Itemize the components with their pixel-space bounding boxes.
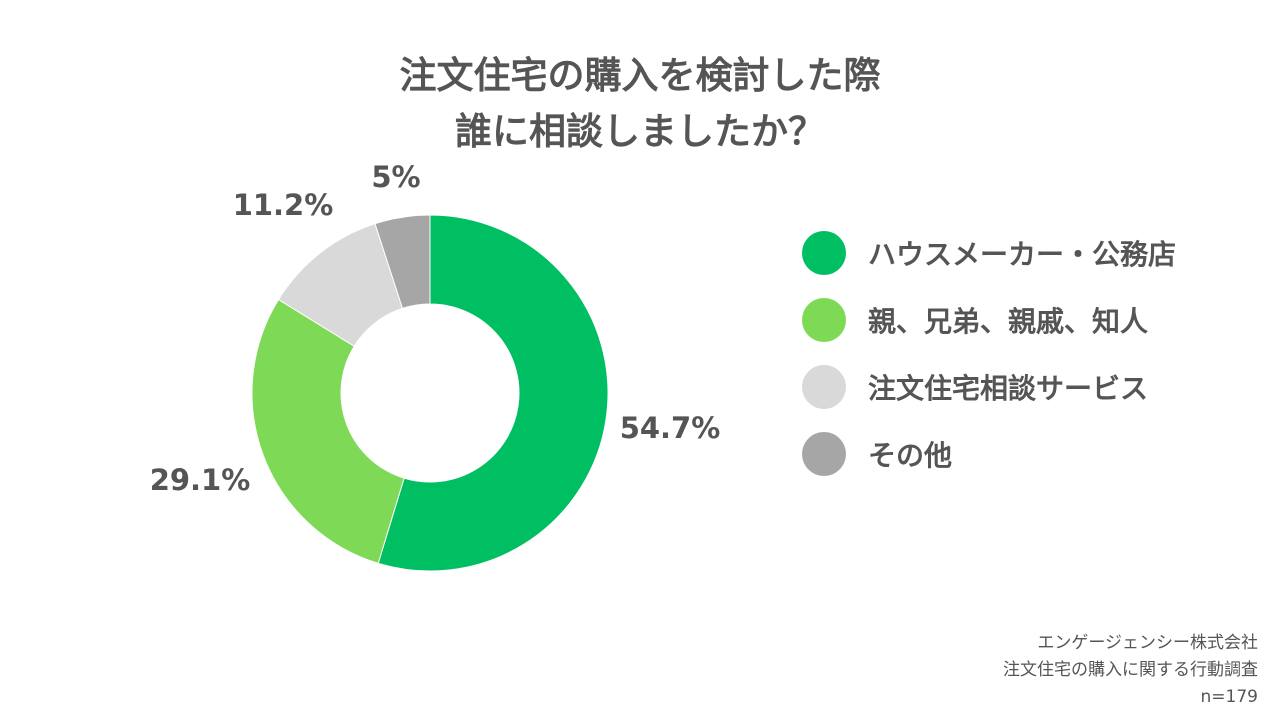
legend-item-house-maker: ハウスメーカー・公務店	[802, 230, 1176, 276]
chart-title-line-1: 注文住宅の購入を検討した際	[399, 54, 881, 97]
slice-other	[374, 214, 431, 309]
value-label-house-maker: 54.7%	[620, 411, 721, 445]
chart-title-line-2: 誰に相談しましたか？	[455, 110, 825, 153]
slice-house-maker	[377, 214, 609, 572]
chart-title: 注文住宅の購入を検討した際 誰に相談しましたか？	[0, 48, 1280, 160]
legend-swatch	[802, 365, 846, 409]
legend-item-family: 親、兄弟、親戚、知人	[802, 297, 1176, 343]
source-survey: 注文住宅の購入に関する行動調査	[1003, 660, 1258, 680]
legend-label: 親、兄弟、親戚、知人	[868, 305, 1149, 338]
value-label-consulting-service: 11.2%	[233, 188, 334, 222]
legend-item-other: その他	[802, 431, 1176, 477]
value-label-family: 29.1%	[150, 463, 251, 497]
source-note: エンゲージェンシー株式会社 注文住宅の購入に関する行動調査 n=179	[1003, 630, 1258, 711]
chart-legend: ハウスメーカー・公務店 親、兄弟、親戚、知人 注文住宅相談サービス その他	[802, 230, 1176, 498]
legend-swatch	[802, 231, 846, 275]
legend-swatch	[802, 432, 846, 476]
value-label-other: 5%	[371, 160, 420, 194]
legend-swatch	[802, 298, 846, 342]
legend-label: その他	[868, 439, 953, 472]
legend-item-consulting-service: 注文住宅相談サービス	[802, 364, 1176, 410]
sample-size: n=179	[1200, 687, 1258, 707]
slice-family	[251, 298, 405, 564]
legend-label: 注文住宅相談サービス	[868, 372, 1149, 405]
source-company: エンゲージェンシー株式会社	[1037, 633, 1258, 653]
legend-label: ハウスメーカー・公務店	[868, 238, 1177, 271]
